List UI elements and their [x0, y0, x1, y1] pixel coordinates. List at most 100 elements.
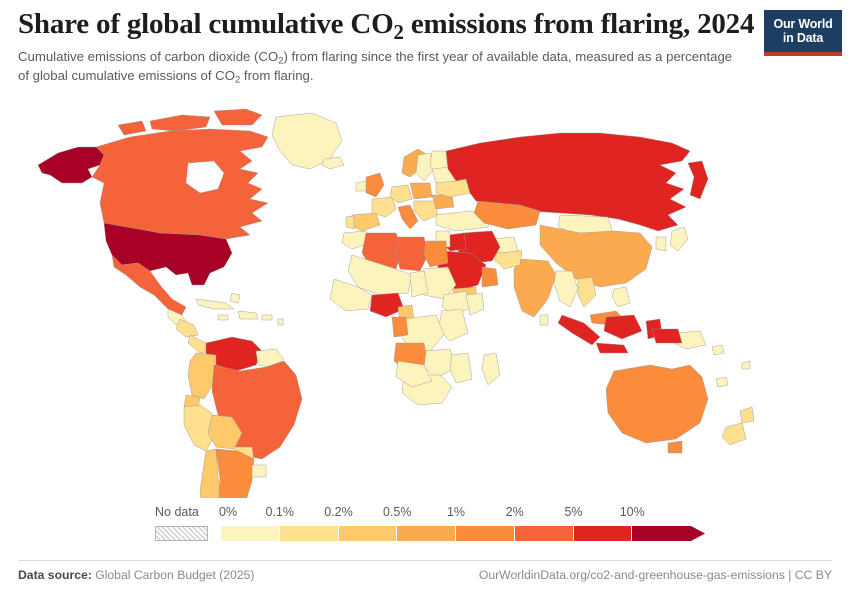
- country-uruguay[interactable]: [251, 464, 267, 478]
- country-hispaniola[interactable]: [237, 310, 259, 320]
- country-new-caledonia[interactable]: [715, 376, 729, 388]
- country-west-africa[interactable]: [329, 278, 373, 312]
- footer-divider: [18, 560, 832, 561]
- country-romania[interactable]: [431, 194, 455, 210]
- country-greece-turkey[interactable]: [435, 210, 491, 232]
- legend-bin-5[interactable]: [573, 526, 633, 541]
- owid-logo[interactable]: Our World in Data: [764, 10, 842, 56]
- country-india[interactable]: [513, 258, 557, 318]
- country-poland[interactable]: [409, 182, 433, 200]
- legend-bin-0[interactable]: [221, 526, 280, 541]
- chart-footer: Data source: Global Carbon Budget (2025)…: [18, 568, 832, 592]
- world-map-svg[interactable]: [0, 103, 850, 498]
- country-canada-arctic-2[interactable]: [213, 108, 263, 126]
- country-lesser-antilles[interactable]: [277, 318, 284, 326]
- country-new-zealand-north[interactable]: [739, 406, 755, 424]
- legend-tick-5: 5%: [564, 505, 583, 519]
- country-indonesia-borneo[interactable]: [603, 314, 643, 340]
- legend-color-bins[interactable]: [221, 526, 705, 541]
- country-sri-lanka[interactable]: [539, 314, 549, 326]
- world-map[interactable]: [0, 103, 850, 498]
- legend-tick-0: 0%: [219, 505, 238, 519]
- country-indonesia-java[interactable]: [595, 342, 629, 354]
- country-libya[interactable]: [395, 236, 429, 272]
- country-canada[interactable]: [91, 128, 269, 240]
- country-bolivia[interactable]: [207, 414, 243, 450]
- owid-logo-line-1: Our World: [773, 17, 833, 31]
- country-united-kingdom[interactable]: [365, 172, 385, 198]
- legend-tick-2: 2%: [505, 505, 524, 519]
- legend-bin-02[interactable]: [338, 526, 398, 541]
- legend-tick-1: 1%: [446, 505, 466, 519]
- country-kazakhstan[interactable]: [473, 200, 541, 230]
- country-solomon-islands[interactable]: [711, 344, 725, 356]
- country-canada-arctic-1[interactable]: [149, 114, 211, 132]
- chart-header: Share of global cumulative CO2 emissions…: [18, 8, 758, 86]
- owid-logo-line-2: in Data: [782, 31, 824, 45]
- country-portugal[interactable]: [345, 215, 355, 230]
- legend-bin-01[interactable]: [279, 526, 339, 541]
- country-balkans[interactable]: [413, 200, 439, 222]
- page-title: Share of global cumulative CO2 emissions…: [18, 8, 755, 44]
- country-namibia-botswana[interactable]: [395, 360, 433, 388]
- country-somalia[interactable]: [465, 292, 485, 316]
- title-subscript: 2: [393, 19, 404, 44]
- country-japan[interactable]: [669, 226, 689, 252]
- legend-bin-10[interactable]: [632, 526, 691, 541]
- country-uae-oman[interactable]: [481, 266, 499, 288]
- country-madagascar[interactable]: [481, 352, 501, 386]
- country-cuba[interactable]: [195, 298, 235, 310]
- owid-url[interactable]: OurWorldinData.org/co2-and-greenhouse-ga…: [478, 568, 832, 582]
- country-jamaica[interactable]: [217, 314, 229, 321]
- country-mozambique[interactable]: [449, 352, 473, 384]
- country-morocco[interactable]: [341, 230, 371, 250]
- country-fiji[interactable]: [741, 360, 751, 370]
- country-gabon-congo[interactable]: [391, 316, 409, 338]
- country-myanmar-thailand[interactable]: [553, 270, 579, 308]
- legend-bin-2[interactable]: [514, 526, 574, 541]
- country-alaska[interactable]: [37, 146, 105, 184]
- country-colombia[interactable]: [187, 352, 217, 400]
- country-peru[interactable]: [183, 404, 217, 452]
- map-countries: [37, 108, 755, 498]
- country-zambia-zimbabwe[interactable]: [423, 348, 457, 378]
- country-spain[interactable]: [349, 212, 381, 232]
- legend-no-data-label: No data: [155, 505, 199, 519]
- country-chile[interactable]: [199, 448, 222, 498]
- country-france[interactable]: [371, 196, 397, 218]
- country-vietnam[interactable]: [577, 276, 597, 308]
- country-russia-kamchatka[interactable]: [687, 160, 709, 200]
- country-indonesia-sumatra[interactable]: [557, 314, 601, 346]
- map-legend: No data 0% 0.1% 0.2% 0.5% 1% 2% 5% 10%: [0, 505, 850, 553]
- country-bahamas[interactable]: [229, 292, 241, 304]
- country-nigeria[interactable]: [369, 292, 405, 318]
- country-philippines[interactable]: [611, 286, 631, 308]
- legend-bin-05[interactable]: [397, 526, 456, 541]
- country-honduras-nicaragua[interactable]: [175, 318, 199, 338]
- country-iceland[interactable]: [321, 156, 345, 170]
- country-ethiopia[interactable]: [441, 290, 473, 316]
- country-chad[interactable]: [409, 270, 429, 298]
- legend-bin-1[interactable]: [456, 526, 515, 541]
- legend-no-data-swatch[interactable]: [155, 526, 208, 541]
- country-mexico[interactable]: [111, 254, 187, 316]
- country-egypt[interactable]: [423, 240, 449, 268]
- country-papua-indonesia[interactable]: [651, 328, 683, 344]
- legend-tick-10: 10%: [619, 505, 645, 519]
- legend-tick-01: 0.1%: [265, 505, 295, 519]
- country-koreas[interactable]: [655, 236, 667, 252]
- legend-tick-02: 0.2%: [324, 505, 353, 519]
- country-canada-arctic-3[interactable]: [117, 120, 147, 136]
- country-sweden[interactable]: [415, 152, 435, 182]
- country-puerto-rico[interactable]: [261, 314, 273, 321]
- country-germany[interactable]: [389, 184, 413, 204]
- country-italy[interactable]: [397, 204, 419, 230]
- country-new-zealand-south[interactable]: [721, 422, 747, 446]
- hudson-bay: [185, 160, 225, 194]
- country-australia[interactable]: [605, 364, 709, 444]
- country-greenland[interactable]: [271, 112, 343, 170]
- country-ireland[interactable]: [355, 180, 367, 192]
- country-argentina[interactable]: [214, 448, 255, 498]
- country-tasmania[interactable]: [667, 440, 683, 454]
